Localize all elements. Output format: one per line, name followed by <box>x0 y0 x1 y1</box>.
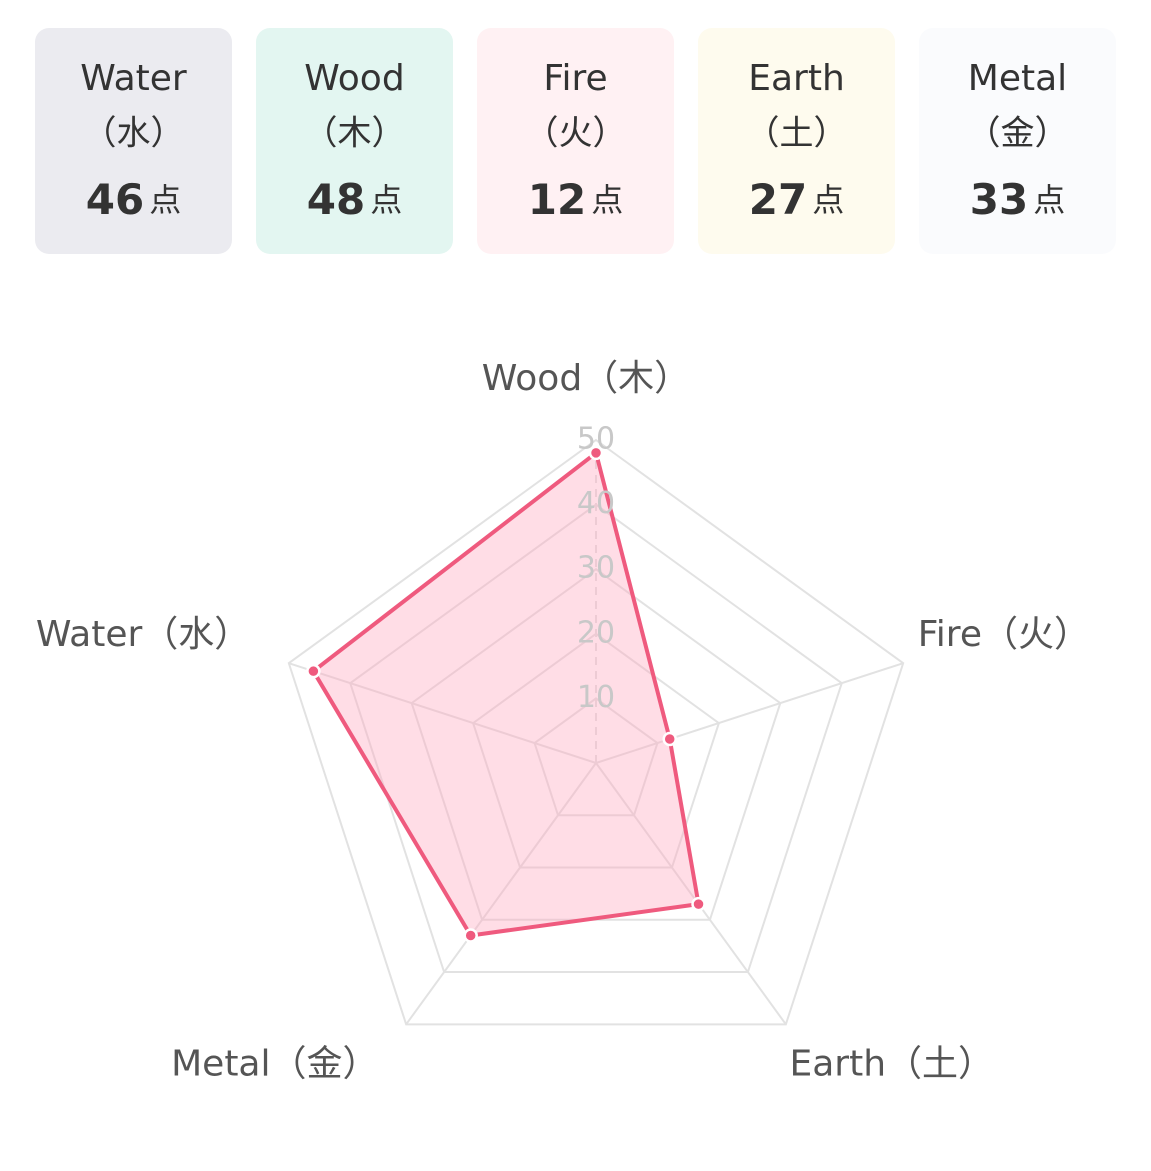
score: 27 点 <box>749 175 845 224</box>
element-kanji: （火） <box>525 114 627 154</box>
score-value: 33 <box>970 175 1028 224</box>
score-unit: 点 <box>149 181 181 219</box>
tick-label: 30 <box>577 551 615 586</box>
score-unit: 点 <box>591 181 623 219</box>
axis-label: Metal（金） <box>171 1044 378 1085</box>
element-kanji: （木） <box>304 114 406 154</box>
element-name: Earth <box>748 58 845 99</box>
element-kanji: （水） <box>83 114 185 154</box>
score-value: 27 <box>749 175 807 224</box>
data-point <box>465 929 477 941</box>
tick-label: 40 <box>577 486 615 521</box>
score: 33 点 <box>970 175 1066 224</box>
score-value: 46 <box>86 175 144 224</box>
axis-label: Wood（木） <box>482 358 690 399</box>
score-value: 12 <box>528 175 586 224</box>
element-name: Wood <box>304 58 404 99</box>
score: 46 点 <box>86 175 182 224</box>
data-area <box>313 453 698 936</box>
tick-label: 10 <box>577 680 615 715</box>
score-value: 48 <box>307 175 365 224</box>
score-unit: 点 <box>812 181 844 219</box>
data-point <box>693 898 705 910</box>
score: 48 点 <box>307 175 403 224</box>
data-point <box>664 733 676 745</box>
score-unit: 点 <box>1033 181 1065 219</box>
data-point <box>307 665 319 677</box>
data-point <box>590 447 602 459</box>
element-kanji: （土） <box>746 114 848 154</box>
score-unit: 点 <box>370 181 402 219</box>
axis-label: Fire（火） <box>918 614 1090 655</box>
axis-label: Earth（土） <box>789 1044 994 1085</box>
element-kanji: （金） <box>967 114 1069 154</box>
axis-label: Water（水） <box>36 614 250 655</box>
score: 12 点 <box>528 175 624 224</box>
element-name: Water <box>80 58 187 99</box>
element-name: Metal <box>968 58 1067 99</box>
tick-label: 20 <box>577 615 615 650</box>
element-name: Fire <box>543 58 607 99</box>
